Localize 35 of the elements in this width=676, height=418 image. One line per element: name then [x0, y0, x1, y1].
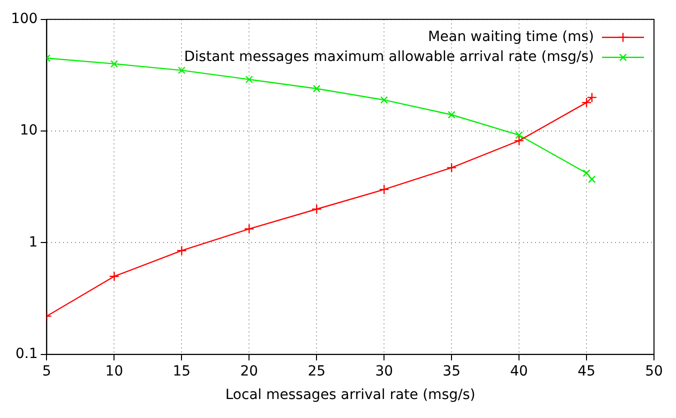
point [581, 97, 592, 108]
x-axis-title: Local messages arrival rate (msg/s) [225, 387, 476, 404]
x-tick-label: 15 [172, 363, 191, 380]
x-tick-label: 40 [510, 363, 528, 380]
x-tick-label: 50 [645, 363, 663, 380]
x-tick-label: 30 [375, 363, 394, 380]
point [178, 66, 186, 74]
point [110, 60, 118, 68]
point [448, 110, 456, 119]
legend-label: Distant messages maximum allowable arrival rate (msg/s) [184, 49, 594, 66]
point [379, 184, 390, 195]
x-tick-label: 35 [442, 363, 460, 380]
point [514, 136, 524, 146]
point [312, 84, 320, 92]
legend-label: Mean waiting time (ms) [428, 29, 594, 46]
x-tick-label: 45 [578, 363, 596, 380]
point [109, 271, 120, 282]
x-tick-label: 25 [308, 363, 326, 380]
x-tick-label: 20 [240, 363, 258, 380]
x-tick-label: 10 [105, 363, 124, 380]
point [446, 162, 457, 173]
point [245, 76, 253, 84]
y-tick-label: 10 [20, 122, 38, 139]
x-tick-label: 5 [42, 363, 52, 380]
point [588, 176, 596, 184]
point [582, 169, 590, 177]
y-tick-label: 0.1 [15, 346, 38, 362]
point [312, 204, 322, 214]
point [380, 96, 388, 104]
y-tick-label: 1 [28, 234, 38, 250]
y-tick-label: 100 [10, 11, 38, 28]
point [515, 131, 523, 139]
point [244, 224, 254, 234]
point [586, 92, 598, 103]
point [176, 246, 187, 256]
